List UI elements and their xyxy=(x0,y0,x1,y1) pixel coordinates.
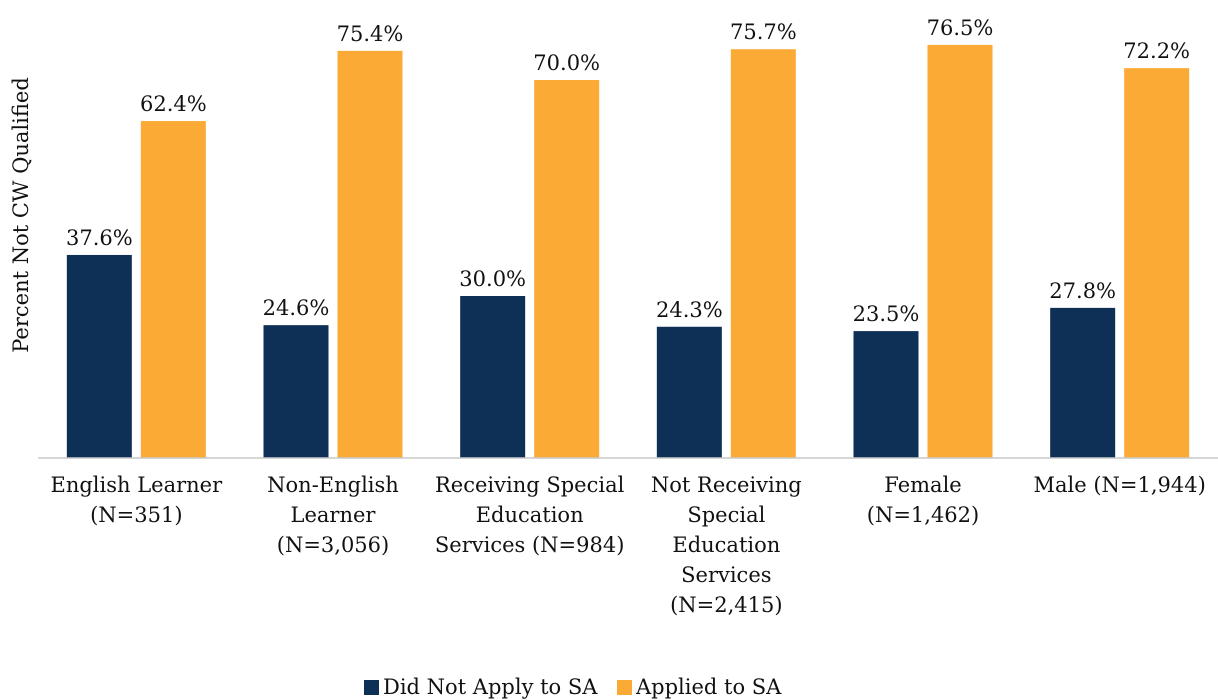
data-label: 62.4% xyxy=(140,92,207,116)
bar xyxy=(927,44,993,459)
data-label: 75.4% xyxy=(337,22,404,46)
data-label: 37.6% xyxy=(66,226,133,250)
data-label: 30.0% xyxy=(459,267,526,291)
bar xyxy=(730,49,796,458)
bar xyxy=(337,50,403,459)
bar xyxy=(140,121,206,458)
data-label: 24.6% xyxy=(263,296,330,320)
bar xyxy=(1050,307,1116,458)
bar xyxy=(66,254,132,458)
data-label: 24.3% xyxy=(656,298,723,322)
data-label: 72.2% xyxy=(1123,39,1190,63)
bar xyxy=(1124,68,1190,459)
bar xyxy=(656,326,722,458)
bar xyxy=(263,325,329,458)
legend-swatch xyxy=(617,680,632,695)
x-tick-label: Not Receiving Special Education Services… xyxy=(650,473,802,617)
x-tick-label: Receiving Special Education Services (N=… xyxy=(434,473,625,557)
legend-label: Did Not Apply to SA xyxy=(383,675,598,699)
data-label: 27.8% xyxy=(1049,279,1116,303)
bar xyxy=(534,80,600,458)
x-tick-label: Male (N=1,944) xyxy=(1033,473,1206,497)
y-axis-label: Percent Not CW Qualified xyxy=(9,77,33,353)
data-label: 76.5% xyxy=(927,16,994,40)
legend-label: Applied to SA xyxy=(635,675,782,699)
data-label: 75.7% xyxy=(730,20,797,44)
x-tick-label: Female (N=1,462) xyxy=(866,473,980,527)
data-label: 23.5% xyxy=(853,302,920,326)
data-label: 70.0% xyxy=(533,51,600,75)
legend-swatch xyxy=(364,680,379,695)
x-tick-label: Non-English Learner (N=3,056) xyxy=(267,473,399,557)
x-tick-label: English Learner (N=351) xyxy=(50,473,223,527)
bar xyxy=(853,331,919,458)
bar xyxy=(460,296,526,458)
